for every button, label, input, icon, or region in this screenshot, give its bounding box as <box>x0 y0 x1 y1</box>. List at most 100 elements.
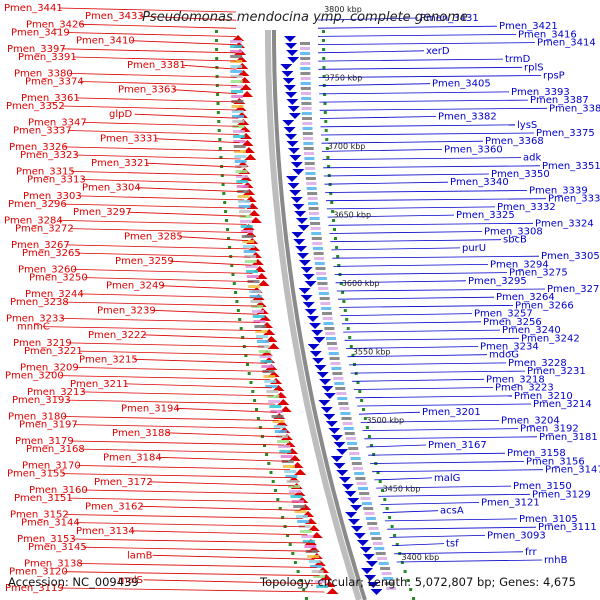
track-boundary-dot <box>293 561 297 564</box>
left-gene-label: Pmen_3179 <box>15 436 74 447</box>
right-leader-line <box>323 165 541 169</box>
left-leader-line <box>140 505 301 511</box>
left-gene-label: Pmen_3426 <box>26 19 85 30</box>
left-leader-line <box>75 154 241 160</box>
plus-strand-gene <box>344 491 357 497</box>
right-leader-line <box>320 116 437 119</box>
right-gene-label: Pmen_3266 <box>515 300 574 311</box>
left-gene-label: Pmen_3347 <box>28 117 87 128</box>
plus-strand-gene <box>361 568 374 574</box>
cog-category-bar <box>302 122 313 125</box>
cog-category-bar <box>339 407 350 410</box>
scale-mark-label: 3800 kbp <box>324 5 362 14</box>
track-boundary-dot <box>349 345 353 348</box>
track-boundary-dot <box>220 174 224 177</box>
right-leader-line <box>360 420 500 423</box>
track-boundary-dot <box>346 327 350 330</box>
plus-strand-gene <box>338 477 351 483</box>
cog-category-bar <box>295 515 308 518</box>
cog-category-bar <box>364 512 375 515</box>
cog-category-bar <box>301 102 312 105</box>
track-boundary-dot <box>223 201 227 204</box>
cog-category-bar <box>248 285 261 288</box>
cog-category-bar <box>309 217 320 220</box>
left-gene-label: mnmC <box>17 322 50 333</box>
track-boundary-dot <box>322 75 326 78</box>
left-leader-line <box>70 440 285 446</box>
feature-tracks <box>215 30 415 600</box>
plus-strand-gene <box>295 246 308 252</box>
cog-category-bar <box>342 422 353 425</box>
right-leader-line <box>317 34 517 37</box>
right-gene-label: Pmen_3360 <box>444 144 503 155</box>
track-boundary-dot <box>337 264 341 267</box>
plus-strand-gene <box>319 379 332 385</box>
right-leader-line <box>382 510 439 514</box>
cog-category-bar <box>320 302 331 305</box>
track-boundary-dot <box>263 444 266 447</box>
right-gene-label: Pmen_3275 <box>509 268 568 279</box>
left-gene-label: Pmen_3315 <box>16 166 75 177</box>
cog-category-bar <box>351 462 362 465</box>
track-boundary-dot <box>215 48 219 51</box>
cog-category-bar <box>234 160 247 163</box>
left-leader-line <box>65 514 303 519</box>
track-boundary-dot <box>400 561 404 564</box>
scale-mark-label: 3650 kbp <box>333 211 371 220</box>
cog-category-bar <box>310 227 321 230</box>
track-boundary-dot <box>246 363 249 366</box>
track-boundary-dot <box>222 192 226 195</box>
right-leader-line <box>319 107 548 111</box>
right-gene-label: Pmen_3368 <box>485 136 544 147</box>
track-boundary-dot <box>343 309 347 312</box>
scale-mark-label: 3400 kbp <box>402 553 440 562</box>
cog-category-bar <box>360 497 371 500</box>
right-leader-line <box>364 436 538 440</box>
cog-category-bar <box>263 375 276 378</box>
left-leader-line <box>61 318 260 323</box>
right-gene-label: Pmen_3192 <box>520 424 579 435</box>
track-boundary-dot <box>249 381 253 384</box>
track-boundary-dot <box>221 183 225 186</box>
cog-category-bar <box>231 90 243 93</box>
cog-category-bar <box>256 335 268 338</box>
left-leader-line <box>134 113 239 119</box>
left-leader-line <box>84 489 297 495</box>
plus-strand-gene <box>302 302 315 308</box>
right-leader-line <box>348 362 507 366</box>
minus-strand-gene <box>244 154 257 160</box>
left-leader-line <box>73 269 253 274</box>
left-leader-line <box>140 15 237 21</box>
track-boundary-dot <box>218 138 222 141</box>
cog-category-bar <box>322 312 332 315</box>
left-leader-line <box>67 399 276 405</box>
scale-labels: 3800 kbp 3750 kbp 3700 kbp 3650 kbp 3600 kbp… <box>324 5 439 562</box>
minus-strand-gene <box>272 385 285 391</box>
minus-strand-gene <box>326 588 339 594</box>
track-boundary-dot <box>305 597 308 600</box>
left-leader-line <box>61 105 238 111</box>
plus-strand-gene <box>356 540 369 546</box>
cog-category-bar <box>273 425 286 428</box>
right-leader-line <box>378 493 531 497</box>
right-gene-label: Pmen_3295 <box>468 276 527 287</box>
cog-category-bar <box>323 322 334 325</box>
cog-category-bar <box>239 210 252 213</box>
left-gene-label: Pmen_3233 <box>6 313 65 324</box>
minus-strand-gene <box>241 91 254 97</box>
plus-strand-gene <box>323 414 336 420</box>
cog-category-bar <box>367 522 378 525</box>
left-gene-label: Pmen_3272 <box>15 224 74 235</box>
track-boundary-dot <box>247 372 251 375</box>
left-leader-line <box>131 40 237 46</box>
track-boundary-dot <box>335 246 339 249</box>
cog-category-bar <box>361 502 372 505</box>
track-boundary-dot <box>241 336 245 339</box>
cog-category-bar <box>300 77 311 80</box>
backbone-arc <box>265 30 362 600</box>
track-boundary-dot <box>365 426 369 429</box>
cog-category-bar <box>300 52 311 55</box>
track-boundary-dot <box>322 30 325 33</box>
track-boundary-dot <box>331 210 335 213</box>
plus-strand-gene <box>286 99 299 105</box>
